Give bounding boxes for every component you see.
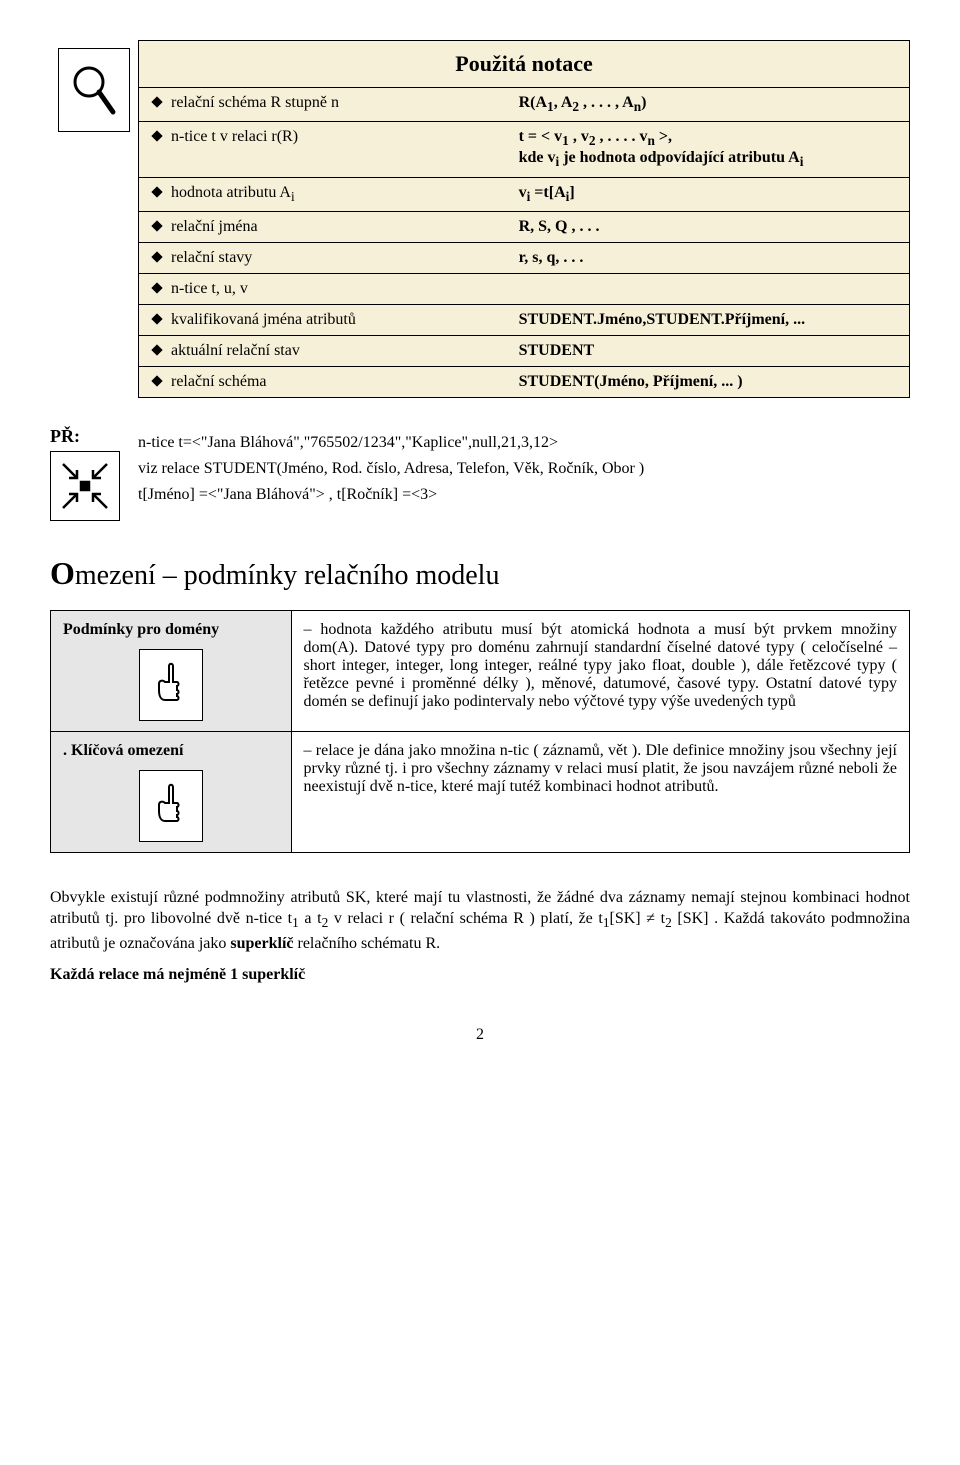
notation-rhs: R(A1, A2 , . . . , An) xyxy=(509,88,909,122)
notation-lhs: relační schéma R stupně n xyxy=(139,88,509,122)
notation-lhs: relační stavy xyxy=(139,242,509,273)
condition-label: . Klíčová omezení xyxy=(63,742,279,760)
example-line: t[Jméno] =<"Jana Bláhová"> , t[Ročník] =… xyxy=(138,486,644,504)
paragraph-superkey-bold: Každá relace má nejméně 1 superklíč xyxy=(50,964,910,986)
focus-arrows-icon xyxy=(50,451,120,521)
notation-rhs xyxy=(509,273,909,304)
notation-lhs: n-tice t, u, v xyxy=(139,273,509,304)
notation-rhs: vi =t[Ai] xyxy=(509,177,909,211)
hand-icon xyxy=(139,649,203,721)
notation-rhs: t = < v1 , v2 , . . . . vn >,kde vi je h… xyxy=(509,122,909,177)
notation-rhs: STUDENT.Jméno,STUDENT.Příjmení, ... xyxy=(509,304,909,335)
example-text: n-tice t=<"Jana Bláhová","765502/1234","… xyxy=(138,426,644,512)
section-title: Omezení – podmínky relačního modelu xyxy=(50,555,910,592)
hand-icon xyxy=(139,770,203,842)
notation-lhs: aktuální relační stav xyxy=(139,335,509,366)
condition-text: – hodnota každého atributu musí být atom… xyxy=(291,610,909,731)
notation-rhs: r, s, q, . . . xyxy=(509,242,909,273)
notation-lhs: relační schéma xyxy=(139,366,509,397)
notation-table: relační schéma R stupně nR(A1, A2 , . . … xyxy=(139,87,909,397)
example-line: viz relace STUDENT(Jméno, Rod. číslo, Ad… xyxy=(138,460,644,478)
conditions-table: Podmínky pro domény – hodnota každého atr… xyxy=(50,610,910,853)
page-number: 2 xyxy=(50,1026,910,1044)
notation-rhs: STUDENT xyxy=(509,335,909,366)
notation-lhs: n-tice t v relaci r(R) xyxy=(139,122,509,177)
notation-rhs: R, S, Q , . . . xyxy=(509,211,909,242)
condition-label: Podmínky pro domény xyxy=(63,621,279,639)
notation-lhs: relační jména xyxy=(139,211,509,242)
paragraph-superkey: Obvykle existují různé podmnožiny atribu… xyxy=(50,887,910,954)
condition-label-cell: . Klíčová omezení xyxy=(51,731,292,852)
example-label: PŘ: xyxy=(50,426,120,447)
magnifier-icon xyxy=(58,48,130,132)
example-line: n-tice t=<"Jana Bláhová","765502/1234","… xyxy=(138,434,644,452)
notation-lhs: hodnota atributu Ai xyxy=(139,177,509,211)
condition-text: – relace je dána jako množina n-tic ( zá… xyxy=(291,731,909,852)
notation-rhs: STUDENT(Jméno, Příjmení, ... ) xyxy=(509,366,909,397)
condition-label-cell: Podmínky pro domény xyxy=(51,610,292,731)
notation-lhs: kvalifikovaná jména atributů xyxy=(139,304,509,335)
box-title: Použitá notace xyxy=(139,41,909,87)
